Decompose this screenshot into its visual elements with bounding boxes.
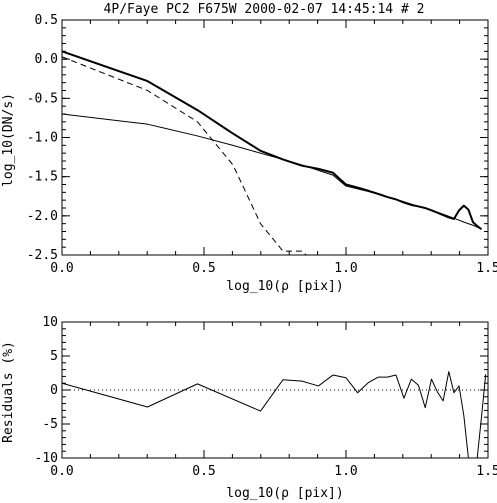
top-y-tick-label: -0.5	[27, 91, 58, 106]
bottom-x-tick-label: 1.5	[476, 464, 497, 479]
bottom-x-tick-label: 0.0	[50, 464, 73, 479]
bottom-y-tick-label: -5	[42, 417, 58, 432]
top-plot-frame	[61, 19, 489, 256]
top-y-tick-label: -2.0	[27, 209, 58, 224]
top-chart-title: 4P/Faye PC2 F675W 2000-02-07 14:45:14 # …	[104, 2, 425, 17]
bottom-series-line-thin-solid	[476, 374, 487, 458]
bottom-y-tick-label: 10	[42, 315, 58, 330]
bottom-x-tick-label: 1.0	[334, 464, 357, 479]
bottom-series-line-thin-solid	[62, 371, 469, 458]
top-y-tick-label: -1.5	[27, 170, 58, 185]
top-y-tick-label: 0.5	[35, 13, 58, 28]
top-x-tick-label: 1.0	[334, 261, 357, 276]
top-series-line-thick-solid	[62, 50, 483, 230]
bottom-panel: 0.0 0.5 1.0 1.5 -10 -5 0 5 10	[35, 315, 497, 479]
top-panel: 0.0 0.5 1.0 1.5 -2.5 -2.0 -1.5 -1.0 -0.5 0.0 0.5	[27, 13, 497, 276]
bottom-x-tick-label: 0.5	[192, 464, 215, 479]
bottom-y-axis-label: Residuals (%)	[1, 341, 16, 443]
top-x-tick-label: 1.5	[476, 261, 497, 276]
top-y-tick-label: 0.0	[35, 52, 58, 67]
top-y-tick-label: -1.0	[27, 131, 58, 146]
top-y-tick-label: -2.5	[27, 248, 58, 263]
bottom-y-tick-label: -10	[35, 451, 58, 466]
top-series-line-dashed	[62, 56, 307, 255]
top-x-tick-label: 0.0	[50, 261, 73, 276]
bottom-x-axis-label: log_10(ρ [pix])	[226, 486, 343, 501]
top-series-line-thin-solid	[62, 113, 482, 230]
top-y-axis-label: log_10(DN/s)	[1, 93, 16, 187]
bottom-y-tick-label: 5	[50, 349, 58, 364]
top-x-tick-label: 0.5	[192, 261, 215, 276]
bottom-y-tick-label: 0	[50, 383, 58, 398]
top-x-axis-label: log_10(ρ [pix])	[226, 279, 343, 294]
